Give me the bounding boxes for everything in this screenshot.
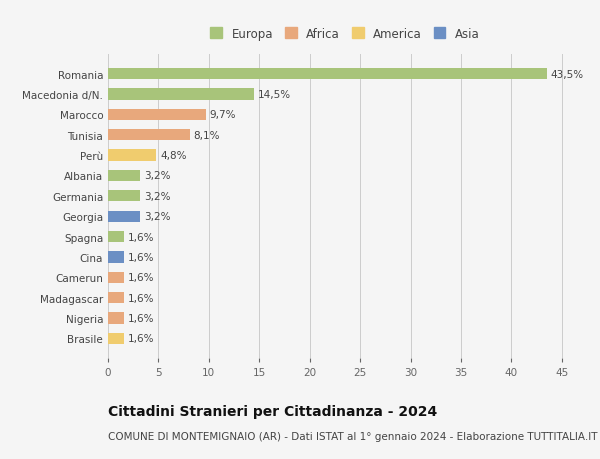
Bar <box>108 272 124 283</box>
Text: 1,6%: 1,6% <box>128 313 155 323</box>
Bar <box>108 191 140 202</box>
Legend: Europa, Africa, America, Asia: Europa, Africa, America, Asia <box>211 28 479 40</box>
Bar <box>108 89 254 101</box>
Bar <box>108 69 547 80</box>
Bar <box>108 333 124 344</box>
Text: 1,6%: 1,6% <box>128 252 155 263</box>
Bar <box>108 313 124 324</box>
Bar <box>108 130 190 141</box>
Text: 1,6%: 1,6% <box>128 232 155 242</box>
Text: 3,2%: 3,2% <box>145 171 171 181</box>
Text: 8,1%: 8,1% <box>194 130 220 140</box>
Bar <box>108 252 124 263</box>
Bar <box>108 170 140 182</box>
Text: 1,6%: 1,6% <box>128 334 155 344</box>
Text: 43,5%: 43,5% <box>551 69 584 79</box>
Bar <box>108 150 157 161</box>
Text: 3,2%: 3,2% <box>145 212 171 222</box>
Text: 1,6%: 1,6% <box>128 273 155 283</box>
Text: Cittadini Stranieri per Cittadinanza - 2024: Cittadini Stranieri per Cittadinanza - 2… <box>108 404 437 418</box>
Text: 14,5%: 14,5% <box>258 90 292 100</box>
Text: 3,2%: 3,2% <box>145 191 171 202</box>
Text: 9,7%: 9,7% <box>210 110 236 120</box>
Bar <box>108 110 206 121</box>
Bar <box>108 231 124 243</box>
Text: COMUNE DI MONTEMIGNAIO (AR) - Dati ISTAT al 1° gennaio 2024 - Elaborazione TUTTI: COMUNE DI MONTEMIGNAIO (AR) - Dati ISTAT… <box>108 431 598 442</box>
Text: 4,8%: 4,8% <box>160 151 187 161</box>
Bar <box>108 292 124 303</box>
Text: 1,6%: 1,6% <box>128 293 155 303</box>
Bar <box>108 211 140 222</box>
